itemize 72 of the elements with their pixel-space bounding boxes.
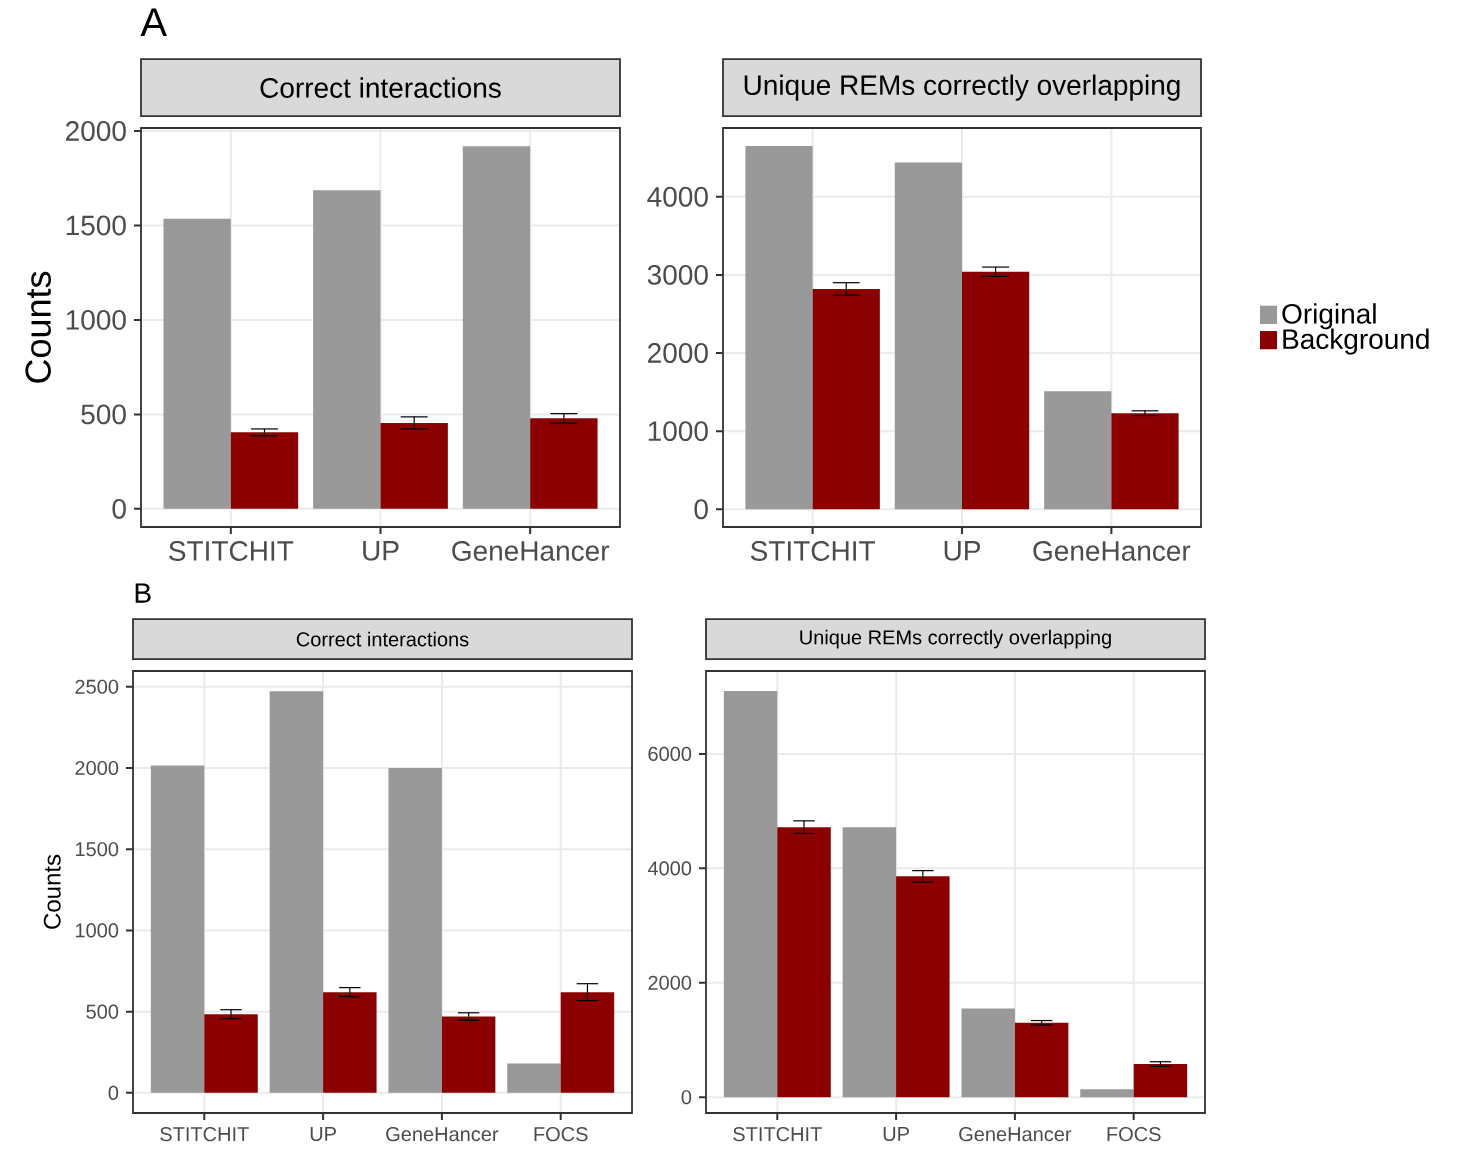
y-tick-label: 0: [681, 1090, 692, 1105]
bar: [230, 432, 299, 509]
y-tick-label: 4000: [647, 186, 708, 207]
x-tick-label: FOCS: [1107, 1127, 1161, 1142]
y-tick-label: 500: [81, 404, 126, 425]
bar: [842, 827, 897, 1098]
x-tick-label: UP: [310, 1127, 336, 1142]
y-tick-label: 2000: [648, 343, 708, 363]
bar: [1133, 1064, 1188, 1098]
bar: [507, 1063, 561, 1093]
x-tick-label: STITCHIT: [750, 541, 875, 561]
bar: [388, 767, 442, 1093]
bar: [204, 1014, 258, 1093]
legend-label: Background: [1283, 328, 1429, 355]
bar: [1111, 413, 1179, 510]
bar: [150, 765, 205, 1093]
y-tick-label: 4000: [647, 861, 692, 876]
y-tick-label: 0: [112, 498, 126, 519]
text: B: [135, 583, 151, 603]
chart-title: Correct interactions: [296, 631, 469, 647]
y-tick-label: 1500: [75, 842, 119, 857]
y-tick-label: 2000: [648, 975, 692, 990]
bar: [1014, 1022, 1069, 1098]
bar: [896, 876, 950, 1098]
chart-title: Correct interactions: [260, 77, 501, 98]
bar: [560, 992, 615, 1093]
bar: [812, 288, 880, 510]
y-tick-label: 1500: [66, 215, 126, 236]
bar: [723, 690, 778, 1098]
bar: [1080, 1089, 1134, 1098]
y-tick-label: 1000: [648, 421, 708, 442]
x-tick-label: UP: [883, 1127, 909, 1142]
y-tick-label: 0: [108, 1085, 119, 1100]
x-tick-label: STITCHIT: [160, 1127, 249, 1142]
bar: [380, 422, 448, 509]
y-tick-label: 1000: [66, 310, 126, 330]
bar: [777, 827, 831, 1098]
x-tick-label: STITCHIT: [733, 1127, 822, 1142]
bar: [745, 145, 813, 510]
y-tick-label: 2500: [75, 679, 119, 694]
bar: [441, 1016, 496, 1093]
bar: [269, 691, 324, 1093]
bar: [530, 418, 598, 509]
bar: [961, 1008, 1015, 1098]
bar: [894, 162, 962, 510]
text: A: [140, 8, 168, 36]
legend-label: Original: [1282, 303, 1376, 330]
x-tick-label: UP: [363, 541, 399, 561]
x-tick-label: GeneHancer: [959, 1127, 1072, 1142]
x-tick-label: UP: [944, 541, 980, 561]
y-tick-label: 2000: [75, 760, 119, 776]
x-tick-label: FOCS: [534, 1127, 588, 1142]
bar: [323, 992, 377, 1093]
y-axis-title: Counts: [25, 271, 51, 383]
bar: [1044, 391, 1112, 510]
bar: [313, 190, 381, 509]
y-axis-title: Counts: [43, 854, 61, 929]
chart-title: Unique REMs correctly overlapping: [800, 629, 1111, 649]
bar: [462, 146, 531, 509]
bar: [163, 218, 231, 509]
y-tick-label: 0: [694, 499, 708, 520]
chart-title: Unique REMs correctly overlapping: [744, 74, 1180, 101]
bar: [962, 271, 1030, 510]
x-tick-label: GeneHancer: [452, 541, 610, 561]
y-tick-label: 6000: [648, 746, 692, 761]
y-tick-label: 1000: [75, 923, 119, 938]
y-tick-label: 2000: [66, 121, 126, 141]
x-tick-label: GeneHancer: [386, 1127, 499, 1142]
y-tick-label: 500: [86, 1004, 119, 1019]
x-tick-label: GeneHancer: [1033, 541, 1191, 561]
y-tick-label: 3000: [647, 264, 708, 285]
x-tick-label: STITCHIT: [169, 541, 294, 561]
